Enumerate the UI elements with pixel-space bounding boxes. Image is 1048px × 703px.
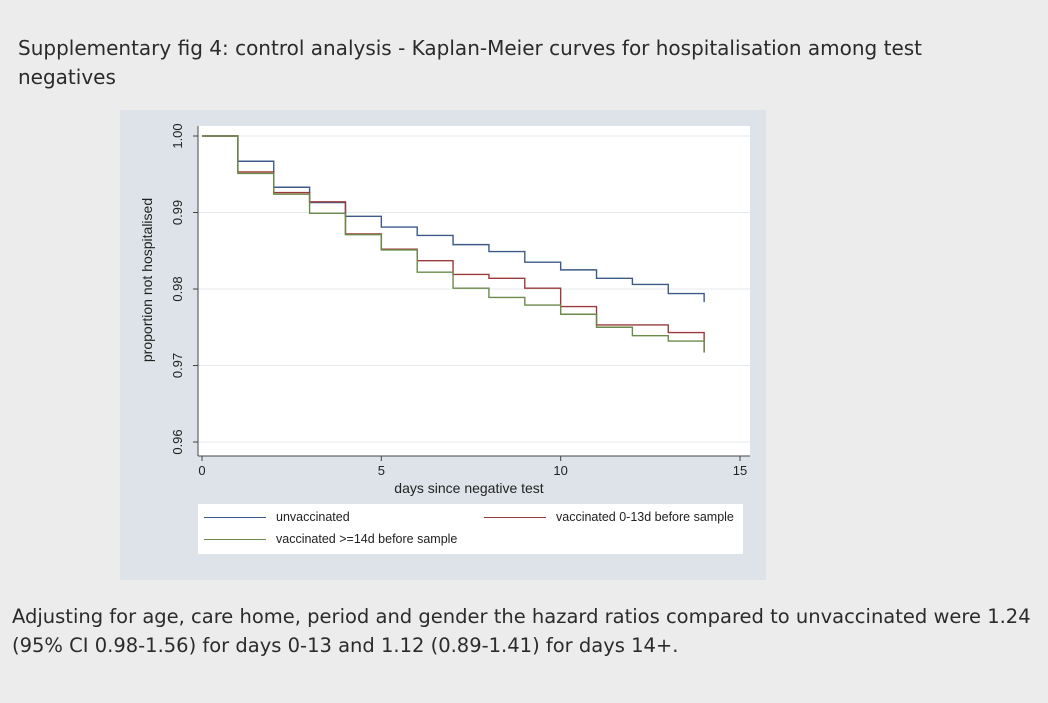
axes: [197, 126, 750, 457]
legend-label-vaccinated-14d: vaccinated >=14d before sample: [276, 532, 458, 546]
legend-label-vaccinated-0-13d: vaccinated 0-13d before sample: [556, 510, 734, 524]
series-line-unvaccinated: [202, 135, 705, 303]
y-tick-label: 0.99: [170, 200, 185, 225]
x-tick-label: 10: [553, 463, 567, 478]
figure-title: Supplementary fig 4: control analysis - …: [18, 36, 923, 89]
caption: Adjusting for age, care home, period and…: [12, 605, 1031, 657]
y-tick-label: 1.00: [170, 123, 185, 148]
km-chart: 0 5 10 15 0.96 0.97 0.98 0.99 1.00 days since n…: [139, 123, 750, 496]
x-tick-label: 5: [378, 463, 385, 478]
legend-swatch-vaccinated-0-13d: [484, 516, 546, 518]
series-line-vaccinated-14d: [202, 135, 705, 353]
legend-item-vaccinated-0-13d: vaccinated 0-13d before sample: [484, 510, 734, 524]
legend: unvaccinated vaccinated 0-13d before sam…: [198, 504, 743, 554]
gridlines: [198, 135, 750, 443]
y-tick-label: 0.98: [170, 276, 185, 301]
y-tick-label: 0.96: [170, 429, 185, 454]
legend-label-unvaccinated: unvaccinated: [276, 510, 350, 524]
legend-swatch-vaccinated-14d: [204, 538, 266, 540]
y-tick-label: 0.97: [170, 353, 185, 378]
x-ticks: 0 5 10 15: [198, 456, 747, 478]
plot-area: [198, 126, 750, 456]
legend-item-vaccinated-14d: vaccinated >=14d before sample: [204, 532, 457, 546]
chart-panel: 0 5 10 15 0.96 0.97 0.98 0.99 1.00 days since n…: [120, 110, 766, 580]
x-tick-label: 0: [198, 463, 205, 478]
series-layer: [202, 135, 705, 353]
y-axis-title: proportion not hospitalised: [139, 198, 155, 362]
y-ticks: 0.96 0.97 0.98 0.99 1.00: [170, 123, 198, 455]
legend-swatch-unvaccinated: [204, 516, 266, 518]
x-axis-title: days since negative test: [394, 480, 544, 496]
legend-item-unvaccinated: unvaccinated: [204, 510, 350, 524]
x-tick-label: 15: [733, 463, 747, 478]
